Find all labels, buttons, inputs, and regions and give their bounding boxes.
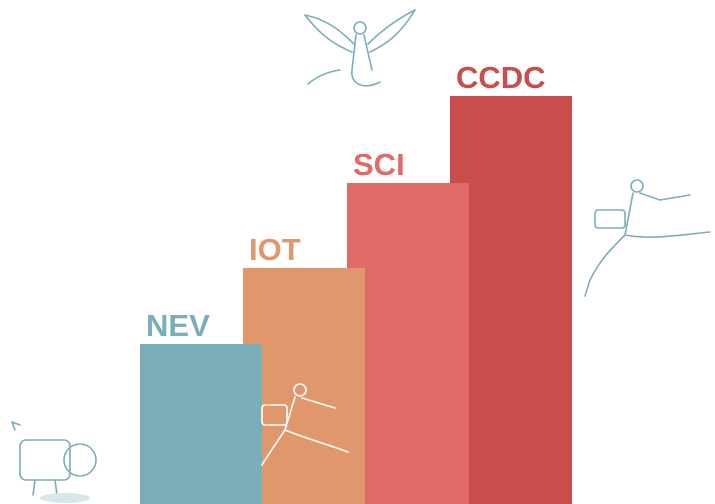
steps: NEV IOT SCI CCDC [140,60,572,504]
step-label: CCDC [456,60,546,95]
step-bar [450,96,572,504]
step-label: IOT [249,232,301,267]
flying-figure [304,9,416,87]
robot-creature [11,421,97,503]
step-bar [140,344,262,504]
step-label: NEV [146,308,210,343]
running-figure-center [261,383,349,466]
step-bar [347,183,469,504]
running-figure-right [584,179,711,297]
step-label: SCI [353,147,405,182]
